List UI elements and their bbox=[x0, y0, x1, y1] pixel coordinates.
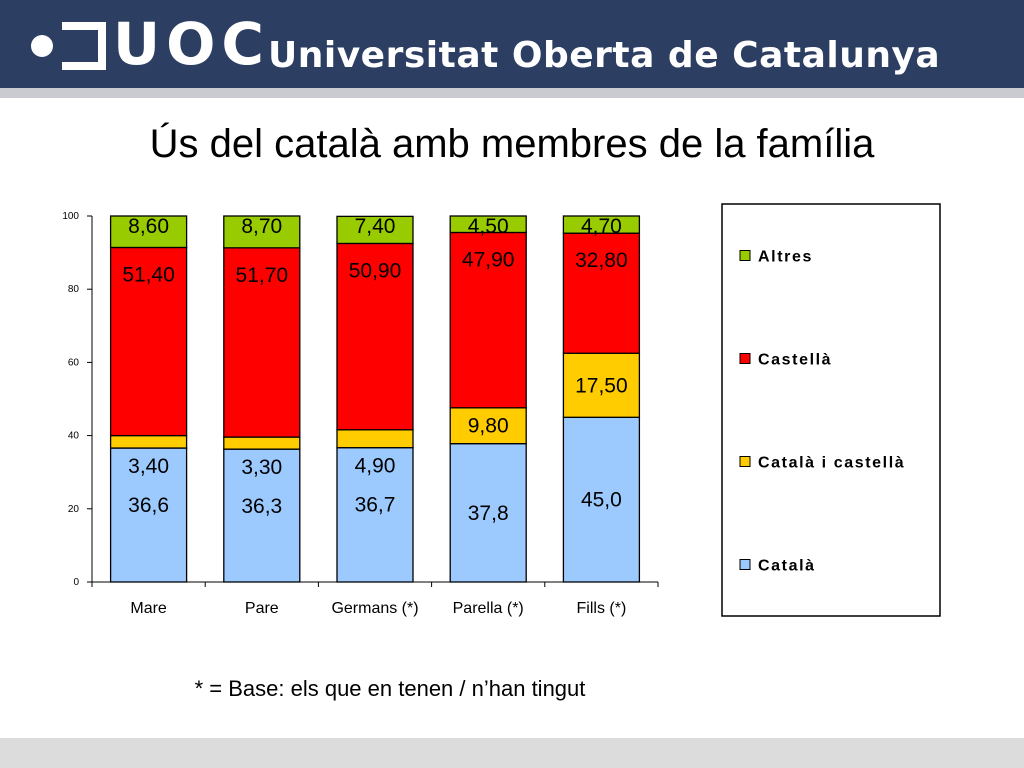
legend-swatch bbox=[739, 559, 751, 570]
y-tick-label: 100 bbox=[62, 211, 79, 222]
bar-segment bbox=[562, 215, 641, 234]
bar-segment bbox=[562, 352, 641, 418]
y-tick-label: 40 bbox=[68, 431, 80, 442]
data-label: 51,40 bbox=[122, 263, 175, 286]
bar-segment bbox=[109, 246, 188, 437]
x-tick-label: Pare bbox=[245, 600, 279, 617]
data-label: 4,50 bbox=[468, 215, 509, 238]
y-tick-label: 20 bbox=[68, 504, 80, 515]
data-label: 36,6 bbox=[128, 494, 169, 517]
legend-swatch bbox=[739, 353, 751, 364]
bar-segment bbox=[336, 447, 414, 583]
x-tick-label: Fills (*) bbox=[577, 600, 627, 617]
data-label: 50,90 bbox=[349, 259, 402, 282]
y-tick-label: 80 bbox=[68, 284, 80, 295]
data-label: 51,70 bbox=[236, 264, 289, 287]
bar-segment bbox=[223, 436, 301, 450]
data-label: 9,80 bbox=[468, 415, 509, 438]
y-tick-label: 0 bbox=[73, 577, 79, 588]
header-bar: UOC Universitat Oberta de Catalunya bbox=[0, 0, 1024, 88]
legend-swatch bbox=[739, 456, 751, 467]
uoc-logo-icon bbox=[31, 22, 106, 70]
footer-band bbox=[0, 738, 1024, 768]
x-tick-label: Germans (*) bbox=[331, 600, 418, 617]
bar-segment bbox=[223, 215, 301, 249]
bar-segment bbox=[562, 232, 641, 354]
stacked-bar-chart: 0 20 40 60 80 100 Mare 3,40 36,6 51,40 8,60 Pare 3,3… bbox=[62, 203, 941, 617]
data-label: 36,3 bbox=[241, 495, 282, 518]
slide-title: Ús del català amb membres de la família bbox=[149, 122, 875, 166]
bar-segment bbox=[109, 215, 188, 249]
data-label: 7,40 bbox=[355, 215, 396, 238]
data-label: 4,90 bbox=[355, 455, 396, 478]
data-label: 3,30 bbox=[241, 456, 282, 479]
bar-segment bbox=[223, 247, 301, 438]
bar-segment bbox=[449, 215, 527, 234]
data-label: 47,90 bbox=[462, 248, 515, 271]
bar-segment bbox=[449, 231, 527, 409]
header-divider bbox=[0, 88, 1024, 98]
bar-segment bbox=[109, 434, 188, 449]
y-tick-label: 60 bbox=[68, 357, 80, 368]
bar-segment bbox=[336, 429, 414, 449]
logo-text: UOC bbox=[113, 10, 270, 78]
bar-segment bbox=[336, 242, 414, 431]
data-label: 8,70 bbox=[241, 215, 282, 238]
bar-segment bbox=[336, 215, 414, 245]
data-label: 45,0 bbox=[581, 489, 622, 512]
legend-label: Català bbox=[758, 558, 816, 575]
data-label: 36,7 bbox=[355, 494, 396, 517]
x-tick-label: Mare bbox=[130, 600, 167, 617]
bar-segment bbox=[109, 447, 188, 583]
data-label: 32,80 bbox=[575, 249, 628, 272]
legend-label: Altres bbox=[758, 249, 813, 266]
bar-segment bbox=[562, 416, 641, 583]
university-name: Universitat Oberta de Catalunya bbox=[268, 35, 941, 76]
legend-swatch bbox=[739, 250, 751, 261]
footnote: * = Base: els que en tenen / n’han tingu… bbox=[194, 676, 586, 701]
data-label: 17,50 bbox=[575, 374, 628, 397]
legend-label: Català i castellà bbox=[758, 455, 905, 472]
legend-box bbox=[721, 203, 941, 617]
legend-label: Castellà bbox=[758, 352, 832, 369]
data-label: 8,60 bbox=[128, 215, 169, 238]
data-label: 3,40 bbox=[128, 455, 169, 478]
bar-segment bbox=[449, 443, 527, 583]
bar-segment bbox=[223, 448, 301, 583]
data-label: 37,8 bbox=[468, 502, 509, 525]
x-tick-label: Parella (*) bbox=[453, 600, 524, 617]
data-label: 4,70 bbox=[581, 215, 622, 238]
